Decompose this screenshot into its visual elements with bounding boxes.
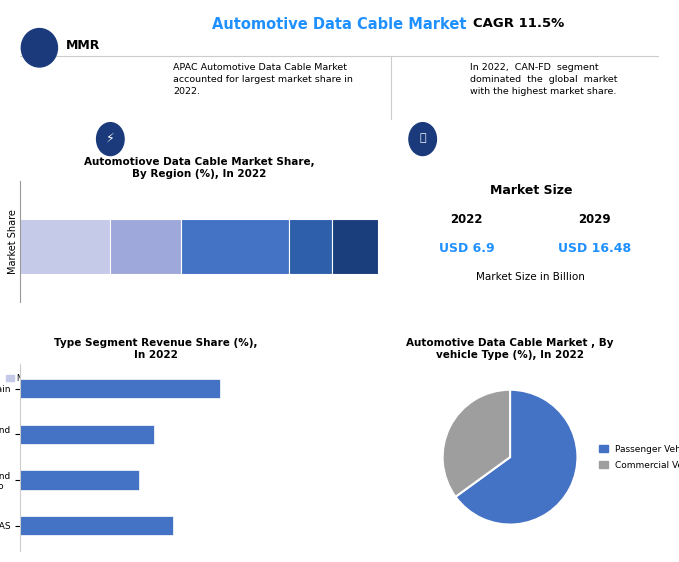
Title: Automotive Data Cable Market , By
vehicle Type (%), In 2022: Automotive Data Cable Market , By vehicl… (406, 338, 614, 360)
Bar (20, 379, 221, 398)
Legend: Passenger Vehicles, Commercial Vehicles: Passenger Vehicles, Commercial Vehicles (599, 445, 679, 470)
Title: Type Segment Revenue Share (%),
In 2022: Type Segment Revenue Share (%), In 2022 (54, 338, 257, 360)
Text: APAC Automotive Data Cable Market
accounted for largest market share in
2022.: APAC Automotive Data Cable Market accoun… (173, 63, 353, 96)
Circle shape (96, 123, 124, 156)
Text: 🔥: 🔥 (420, 133, 426, 143)
Bar (181, 219, 289, 274)
Text: Market Size: Market Size (490, 184, 572, 197)
Bar (289, 219, 332, 274)
Legend: North America, Europe, APAC, ME&A, South America: North America, Europe, APAC, ME&A, South… (6, 374, 259, 383)
Bar (20, 516, 173, 535)
Bar (20, 425, 153, 444)
Text: 2022: 2022 (451, 212, 483, 225)
Bar (20, 470, 139, 490)
Text: Market Size in Billion: Market Size in Billion (477, 272, 585, 282)
Bar (110, 219, 181, 274)
Text: USD 6.9: USD 6.9 (439, 242, 495, 255)
Bar (332, 219, 378, 274)
Text: CAGR 11.5%: CAGR 11.5% (473, 17, 564, 30)
Text: MMR: MMR (65, 39, 100, 52)
Text: ⚡: ⚡ (106, 132, 115, 145)
Circle shape (21, 29, 58, 67)
Text: Automotive Data Cable Market: Automotive Data Cable Market (213, 17, 466, 32)
Text: In 2022,  CAN-FD  segment
dominated  the  global  market
with the highest market: In 2022, CAN-FD segment dominated the gl… (470, 63, 617, 96)
Title: Automotiove Data Cable Market Share,
By Region (%), In 2022: Automotiove Data Cable Market Share, By … (84, 157, 314, 179)
Text: USD 16.48: USD 16.48 (558, 242, 631, 255)
Bar (20, 219, 110, 274)
Wedge shape (443, 389, 510, 497)
Text: 2029: 2029 (579, 212, 611, 225)
Wedge shape (456, 389, 577, 524)
Circle shape (409, 123, 437, 156)
Y-axis label: Market Share: Market Share (7, 209, 18, 274)
